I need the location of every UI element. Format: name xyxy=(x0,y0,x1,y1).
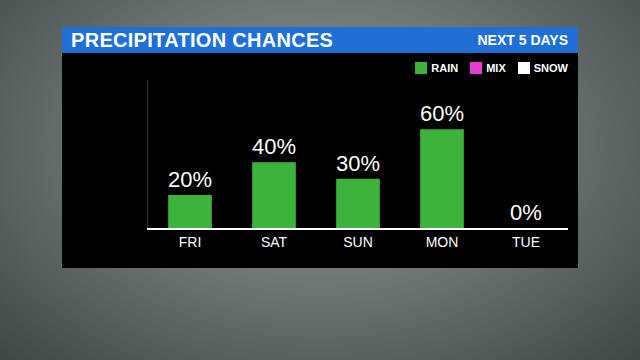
svg-text:30%: 30% xyxy=(336,151,380,176)
html-text:SNOW: SNOW xyxy=(533,62,568,74)
svg-text:FRI: FRI xyxy=(179,234,202,250)
svg-text:40%: 40% xyxy=(252,134,296,159)
svg-text:60%: 60% xyxy=(420,101,464,126)
svg-text:0%: 0% xyxy=(510,200,542,225)
html-text:NEXT 5 DAYS: NEXT 5 DAYS xyxy=(477,32,568,48)
svg-text:SAT: SAT xyxy=(261,234,288,250)
svg-text:SUN: SUN xyxy=(343,234,373,250)
svg-text:MON: MON xyxy=(426,234,459,250)
svg-text:TUE: TUE xyxy=(512,234,540,250)
html-text:PRECIPITATION CHANCES: PRECIPITATION CHANCES xyxy=(71,29,334,51)
html-text:RAIN: RAIN xyxy=(431,62,459,74)
svg-text:20%: 20% xyxy=(168,167,212,192)
html-text:MIX: MIX xyxy=(486,62,506,74)
